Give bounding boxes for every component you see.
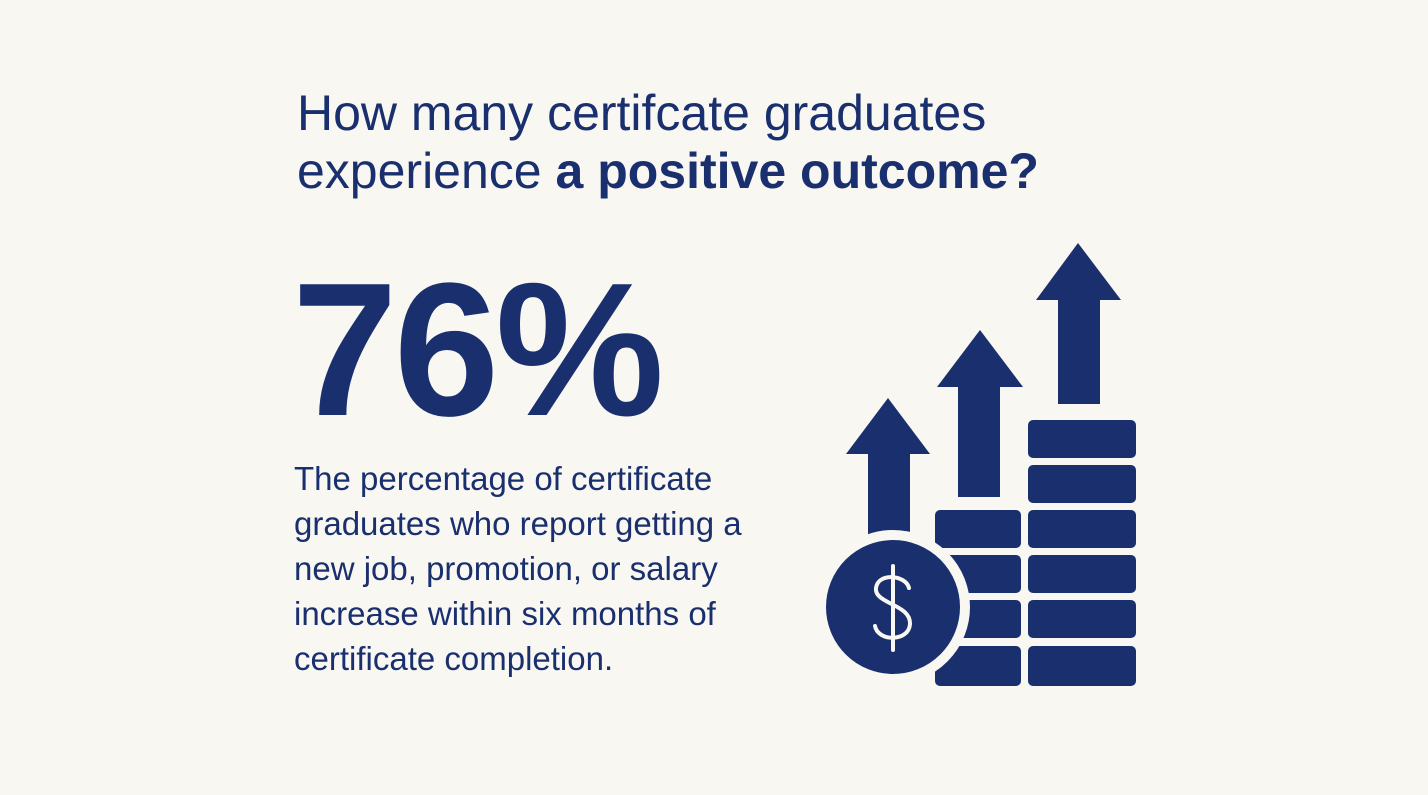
description-line: certificate completion. (294, 640, 614, 677)
arrow-head (1036, 243, 1121, 300)
arrow-shaft (1058, 298, 1100, 404)
arrow-head (846, 398, 930, 454)
description-line: new job, promotion, or salary (294, 550, 718, 587)
coin-bar (1028, 555, 1136, 593)
coin-bar (935, 510, 1021, 548)
description-line: increase within six months of (294, 595, 716, 632)
headline-plain: experience (297, 143, 542, 199)
arrow-head (937, 330, 1023, 387)
dollar-sign (873, 564, 913, 652)
coin-bar (1028, 465, 1136, 503)
arrow-shaft (868, 448, 910, 538)
coin-bar (1028, 646, 1136, 686)
coin-bar (935, 646, 1021, 686)
coin-bar (1028, 510, 1136, 548)
stat: 76% (292, 244, 664, 456)
headline-bold: a positive outcome? (555, 143, 1039, 199)
coin-bar (1028, 420, 1136, 458)
description-line: The percentage of certificate (294, 460, 713, 497)
description: The percentage of certificate graduates w… (294, 456, 742, 681)
description-line: graduates who report getting a (294, 505, 742, 542)
icon-shapes (816, 243, 1136, 686)
headline: How many certifcate graduates experience… (297, 84, 1039, 200)
coin-bar (1028, 600, 1136, 638)
headline-line: How many certifcate graduates (297, 85, 987, 141)
arrow-shaft (958, 383, 1000, 497)
